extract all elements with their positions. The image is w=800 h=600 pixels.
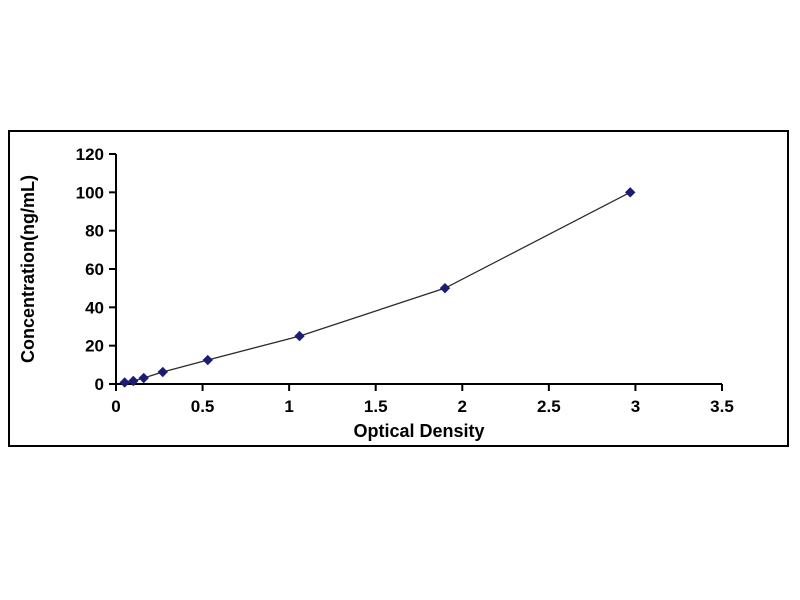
x-axis-tick-label: 3 xyxy=(631,397,640,416)
x-axis-tick-label: 1 xyxy=(284,397,293,416)
x-axis-tick-label: 0 xyxy=(111,397,120,416)
data-point-marker xyxy=(119,377,130,388)
x-axis-tick-label: 2.5 xyxy=(537,397,561,416)
x-axis-tick-label: 2 xyxy=(458,397,467,416)
y-axis-tick-label: 40 xyxy=(85,298,104,317)
y-axis-tick-label: 100 xyxy=(76,183,104,202)
y-axis-tick-label: 80 xyxy=(85,222,104,241)
x-axis-tick-label: 1.5 xyxy=(364,397,388,416)
data-point-marker xyxy=(439,282,451,294)
y-axis-tick-label: 120 xyxy=(76,145,104,164)
data-point-marker xyxy=(294,330,305,342)
series-line xyxy=(124,191,631,384)
standard-curve-chart: 0 0.5 1 1.5 2 2.5 3 3.5 0 20 40 60 80 100 120 Optical D… xyxy=(8,130,789,447)
y-axis-tick-label: 0 xyxy=(95,375,104,394)
data-point-marker xyxy=(157,366,168,378)
data-point-marker xyxy=(128,375,139,387)
y-axis-tick-label: 60 xyxy=(85,260,104,279)
data-point-marker xyxy=(138,372,149,384)
chart-canvas: 0 0.5 1 1.5 2 2.5 3 3.5 0 20 40 60 80 100 120 Optical D… xyxy=(18,145,734,441)
data-point-marker xyxy=(625,187,636,198)
x-axis-tick-label: 3.5 xyxy=(710,397,734,416)
y-axis-tick-label: 20 xyxy=(85,337,104,356)
y-axis-title: Concentration(ng/mL) xyxy=(18,175,38,363)
x-axis-title: Optical Density xyxy=(353,421,484,441)
data-point-marker xyxy=(202,354,213,366)
x-axis-tick-label: 0.5 xyxy=(191,397,215,416)
